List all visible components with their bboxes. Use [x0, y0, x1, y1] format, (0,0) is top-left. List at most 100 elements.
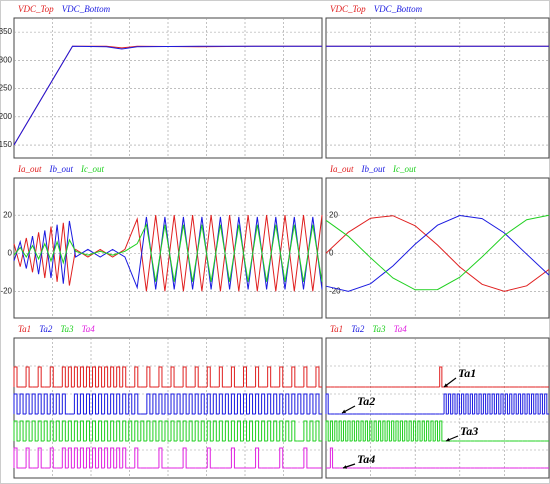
pulse — [134, 366, 141, 388]
legend-label: Ta1 — [18, 324, 31, 334]
pulse — [31, 393, 39, 415]
pulse — [49, 420, 57, 442]
pulse — [461, 393, 466, 415]
pulse — [55, 420, 63, 442]
legend-label: Ta2 — [351, 324, 365, 334]
y-tick-label: -20 — [329, 286, 341, 295]
pulse — [496, 393, 501, 415]
legend-label: Ta3 — [60, 324, 74, 334]
pulse — [325, 420, 331, 442]
pulse — [146, 393, 153, 415]
pulse — [92, 420, 99, 442]
pulse — [104, 393, 111, 415]
pulse — [152, 393, 159, 415]
pulse — [122, 447, 129, 469]
pulse — [188, 393, 196, 415]
pulse — [334, 420, 340, 442]
pulse — [255, 447, 262, 469]
pulse — [218, 420, 226, 442]
pulse — [465, 393, 471, 415]
annotation: Ta3 — [460, 424, 478, 438]
pulse — [347, 420, 353, 442]
pulse — [92, 447, 99, 469]
pulse — [255, 366, 262, 388]
pulse — [206, 420, 214, 442]
legend-label: Ta3 — [372, 324, 386, 334]
pulse — [212, 420, 220, 442]
pulse — [98, 420, 105, 442]
pulse — [273, 420, 280, 442]
pulse — [182, 393, 190, 415]
series-line — [325, 214, 550, 292]
pulse — [122, 393, 129, 415]
series-line — [13, 223, 323, 282]
pulse — [513, 393, 519, 415]
y-tick-label: 20 — [3, 210, 12, 219]
pulse — [79, 393, 87, 415]
pulse — [194, 366, 202, 388]
pulse — [399, 420, 405, 442]
pulse — [426, 420, 431, 442]
pulse — [158, 366, 165, 388]
pulse — [146, 366, 153, 388]
pulse — [267, 420, 274, 442]
pulse — [255, 393, 262, 415]
pulse — [369, 420, 375, 442]
pulse — [92, 366, 99, 388]
legend-label: VDC_Bottom — [62, 4, 111, 14]
pulse — [439, 366, 445, 388]
pulse — [395, 420, 401, 442]
pulse — [61, 447, 69, 469]
pulse — [79, 366, 87, 388]
pulse — [382, 420, 388, 442]
pulse — [391, 420, 396, 442]
pulse — [61, 366, 69, 388]
legend-label: Ta4 — [394, 324, 408, 334]
pulse — [539, 393, 545, 415]
pulse — [61, 420, 69, 442]
pulse — [309, 420, 316, 442]
pulse — [19, 393, 27, 415]
pulse — [110, 366, 117, 388]
y-tick-label: 150 — [0, 140, 13, 149]
pulse — [13, 420, 21, 442]
pulse — [92, 393, 99, 415]
pulse — [491, 393, 497, 415]
pulse — [164, 420, 172, 442]
pulse — [206, 393, 214, 415]
pulse — [417, 420, 423, 442]
legend-label: Ic_out — [392, 164, 416, 174]
pulse — [329, 447, 335, 469]
annotation-arrowhead — [444, 383, 448, 387]
pulse — [116, 447, 123, 469]
pulse — [279, 447, 286, 469]
legend-label: Ib_out — [49, 164, 74, 174]
pulse — [98, 447, 105, 469]
legend-label: VDC_Top — [330, 4, 366, 14]
pulse — [13, 393, 21, 415]
pulse — [297, 393, 304, 415]
pulse — [230, 420, 238, 442]
pulse — [206, 366, 214, 388]
pulse — [98, 366, 105, 388]
pulse — [37, 393, 45, 415]
pulse — [526, 393, 532, 415]
pulse — [98, 393, 105, 415]
pulse — [73, 366, 81, 388]
pulse — [49, 447, 57, 469]
y-tick-label: 250 — [0, 84, 13, 93]
pulse — [182, 447, 190, 469]
pulse — [85, 366, 93, 388]
pulse — [67, 366, 75, 388]
pulse — [170, 366, 178, 388]
pulse — [104, 420, 111, 442]
pulse — [478, 393, 484, 415]
legend-label: Ta1 — [330, 324, 343, 334]
annotation: Ta2 — [357, 394, 375, 408]
series-line — [325, 214, 550, 291]
pulse — [224, 420, 232, 442]
pulse — [206, 447, 214, 469]
y-tick-label: 20 — [329, 210, 338, 219]
pulse — [315, 393, 322, 415]
